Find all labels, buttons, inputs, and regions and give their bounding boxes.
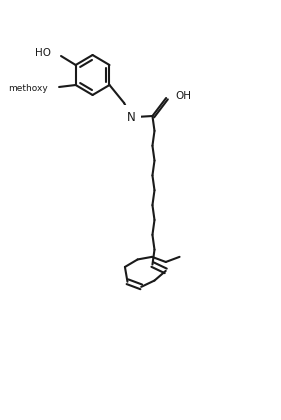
Text: HO: HO <box>35 48 51 58</box>
Text: N: N <box>127 110 135 123</box>
Text: methoxy: methoxy <box>9 84 48 92</box>
Text: OH: OH <box>175 91 191 101</box>
